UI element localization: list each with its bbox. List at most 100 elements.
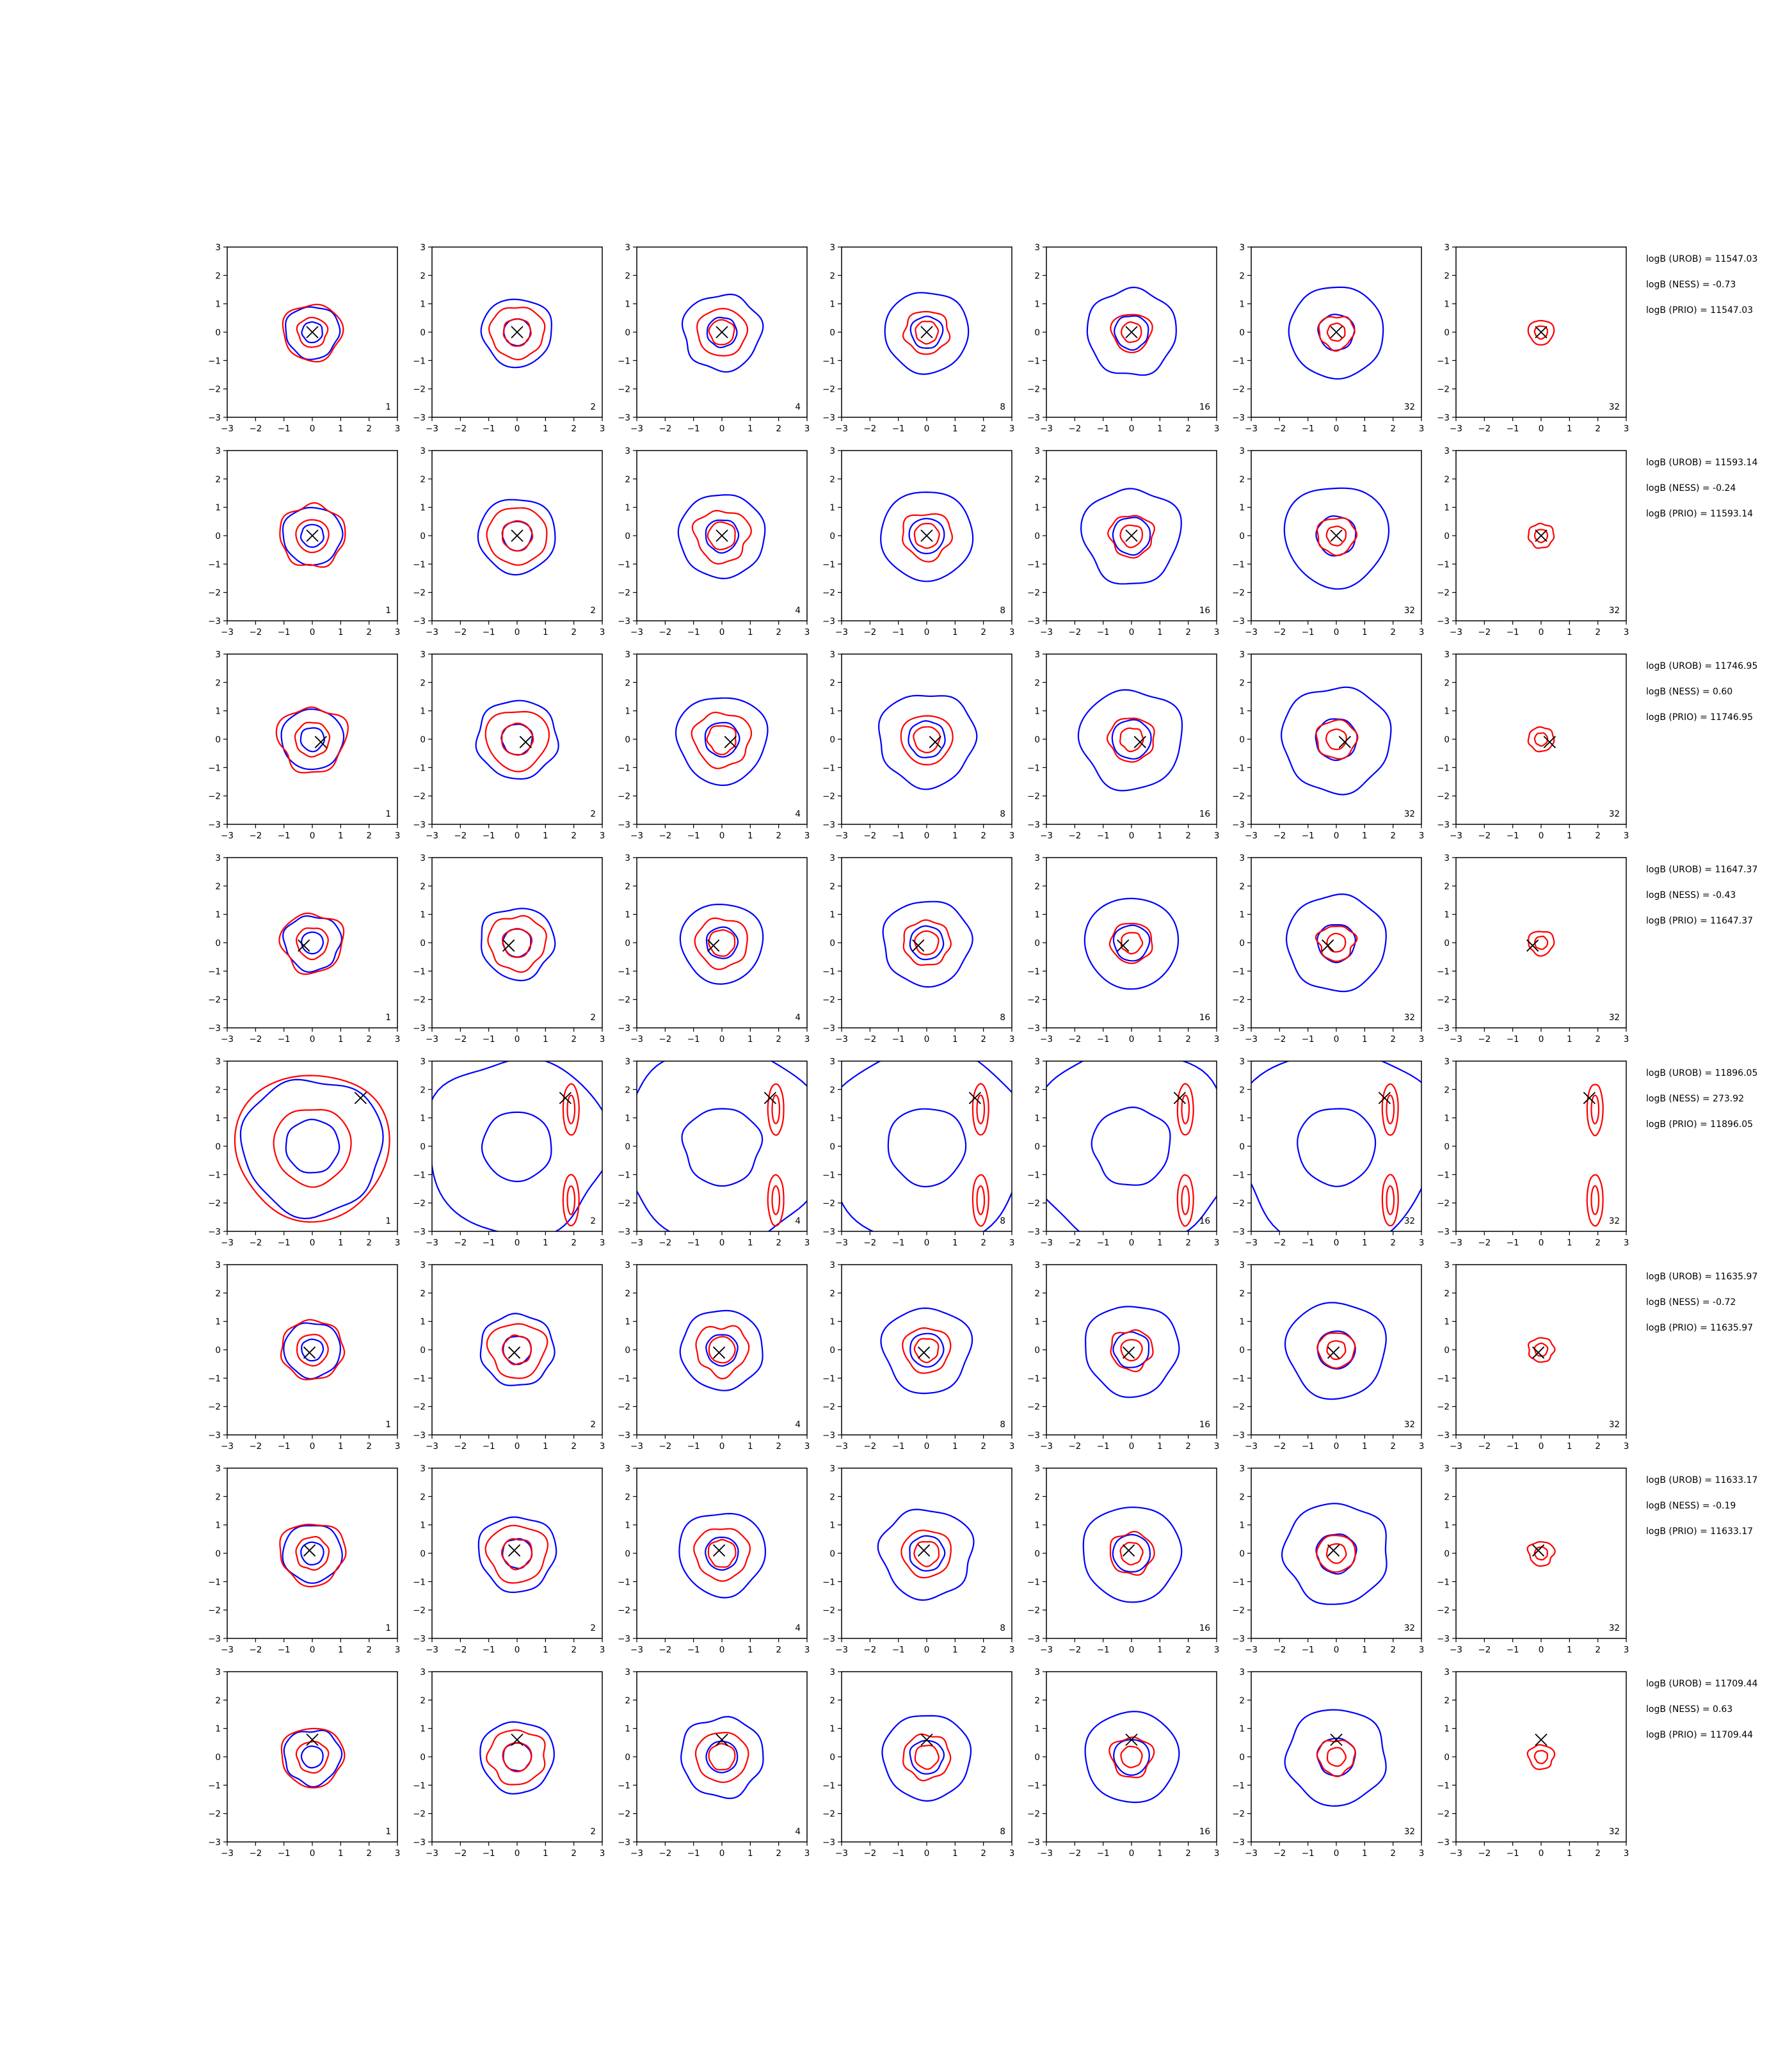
panel-annotation: 32: [1404, 1012, 1415, 1023]
axes-frame: [636, 1671, 808, 1843]
y-tick-label: 2: [1444, 271, 1450, 281]
panel-annotation: 8: [1000, 1012, 1005, 1023]
outer-contour: [283, 1322, 342, 1380]
y-tick-label: 1: [215, 503, 221, 513]
x-tick-label: 0: [1539, 627, 1544, 637]
truth-marker: [920, 529, 933, 542]
y-tick-label: −2: [1232, 385, 1245, 395]
red-contour: [1109, 1530, 1155, 1576]
x-tick-label: 2: [571, 627, 577, 637]
red-contour: [707, 521, 736, 550]
x-tick-label: −1: [1507, 424, 1519, 434]
panel-annotation: 32: [1609, 1827, 1620, 1837]
y-tick-label: −3: [208, 1227, 221, 1237]
y-tick-label: −1: [208, 1577, 221, 1587]
y-tick-label: 3: [625, 243, 630, 253]
y-tick-label: −2: [208, 1402, 221, 1412]
x-tick-label: −1: [892, 831, 905, 841]
panel-annotation: 1: [385, 1012, 391, 1023]
y-tick-label: 2: [215, 1288, 221, 1299]
red-contour: [696, 308, 749, 356]
y-tick-label: 3: [1034, 650, 1040, 660]
y-tick-label: −1: [1027, 966, 1040, 977]
y-tick-label: 1: [215, 707, 221, 717]
truth-marker: [968, 1091, 982, 1105]
x-tick-label: 3: [1009, 831, 1015, 841]
red-contour: [1527, 726, 1555, 753]
y-tick-label: 3: [215, 446, 221, 456]
y-tick-label: 1: [215, 910, 221, 920]
x-tick-label: −1: [1302, 831, 1315, 841]
x-tick-label: −2: [863, 1848, 876, 1859]
red-contour: [691, 509, 752, 565]
y-tick-label: 0: [215, 1142, 221, 1152]
red-contour: [279, 1523, 347, 1588]
y-tick-label: −3: [1027, 1023, 1040, 1034]
outer-contour: [280, 708, 345, 771]
y-tick-label: 0: [215, 1752, 221, 1763]
x-tick-label: −1: [892, 1645, 905, 1655]
x-tick-label: −3: [1245, 1034, 1258, 1044]
y-tick-label: −2: [208, 792, 221, 802]
y-tick-label: 3: [215, 1260, 221, 1270]
panel-r3-c5: −3−3 −2 −2 −1 −1 0 0 1 1 2 2 3 3 16: [1027, 650, 1219, 841]
x-tick-label: 0: [515, 1034, 520, 1044]
outer-contour: [678, 1512, 767, 1599]
panel-r2-c4: −3−3 −2 −2 −1 −1 0 0 1 1 2 2 3 3 8: [822, 446, 1014, 637]
x-tick-label: −2: [1273, 1441, 1286, 1452]
row-stat-text: logB (NESS) = -0.72: [1646, 1297, 1736, 1308]
x-tick-label: 1: [1362, 1238, 1368, 1248]
y-tick-label: 0: [829, 531, 835, 541]
x-tick-label: −2: [1068, 1441, 1081, 1452]
red-contour: [915, 321, 940, 345]
outer-contour: [283, 1729, 343, 1788]
x-tick-label: 0: [310, 1238, 316, 1248]
inner-blue-contour: [705, 1536, 739, 1571]
y-tick-label: −1: [618, 559, 630, 570]
truth-marker: [354, 1091, 367, 1105]
y-tick-label: 3: [1034, 1667, 1040, 1677]
truth-marker: [559, 1091, 572, 1105]
x-tick-label: 3: [1009, 1238, 1015, 1248]
y-tick-label: 1: [625, 1724, 630, 1734]
y-tick-label: 0: [420, 328, 426, 338]
inner-blue-contour: [909, 1740, 945, 1775]
red-contour: [1326, 1340, 1347, 1360]
row-stat-text: logB (PRIO) = 11635.97: [1646, 1323, 1753, 1333]
x-tick-label: 3: [804, 424, 810, 434]
x-tick-label: −3: [1450, 1645, 1462, 1655]
x-tick-label: −2: [454, 1441, 467, 1452]
y-tick-label: 0: [625, 531, 630, 541]
y-tick-label: 2: [420, 1695, 426, 1706]
y-tick-label: −1: [1027, 1170, 1040, 1180]
x-tick-label: 3: [804, 1441, 810, 1452]
y-tick-label: 2: [625, 1085, 630, 1095]
red-contour: [273, 1108, 352, 1188]
y-tick-label: 2: [829, 271, 835, 281]
y-tick-label: −3: [413, 1430, 426, 1441]
x-tick-label: 1: [1567, 1645, 1572, 1655]
x-tick-label: 2: [1390, 1034, 1396, 1044]
red-contour: [484, 1524, 549, 1584]
truth-marker: [724, 735, 737, 749]
x-tick-label: −2: [1068, 627, 1081, 637]
x-tick-label: 3: [804, 831, 810, 841]
outer-contour: [282, 1524, 343, 1584]
row-stat-text: logB (UROB) = 11896.05: [1646, 1068, 1757, 1078]
x-tick-label: 2: [1390, 1645, 1396, 1655]
x-tick-label: 3: [1419, 1848, 1425, 1859]
y-tick-label: 2: [1239, 1288, 1245, 1299]
y-tick-label: 2: [1444, 881, 1450, 892]
axes-frame: [431, 653, 603, 825]
y-tick-label: −3: [208, 820, 221, 830]
x-tick-label: 0: [924, 627, 930, 637]
y-tick-label: −1: [1027, 1577, 1040, 1587]
red-contour: [486, 1323, 548, 1379]
y-tick-label: 1: [829, 503, 835, 513]
truth-marker: [929, 735, 941, 749]
red-contour: [972, 1174, 989, 1227]
x-tick-label: 0: [924, 424, 930, 434]
x-tick-label: 1: [952, 424, 958, 434]
y-tick-label: −1: [822, 966, 835, 977]
red-contour: [1316, 1740, 1356, 1777]
